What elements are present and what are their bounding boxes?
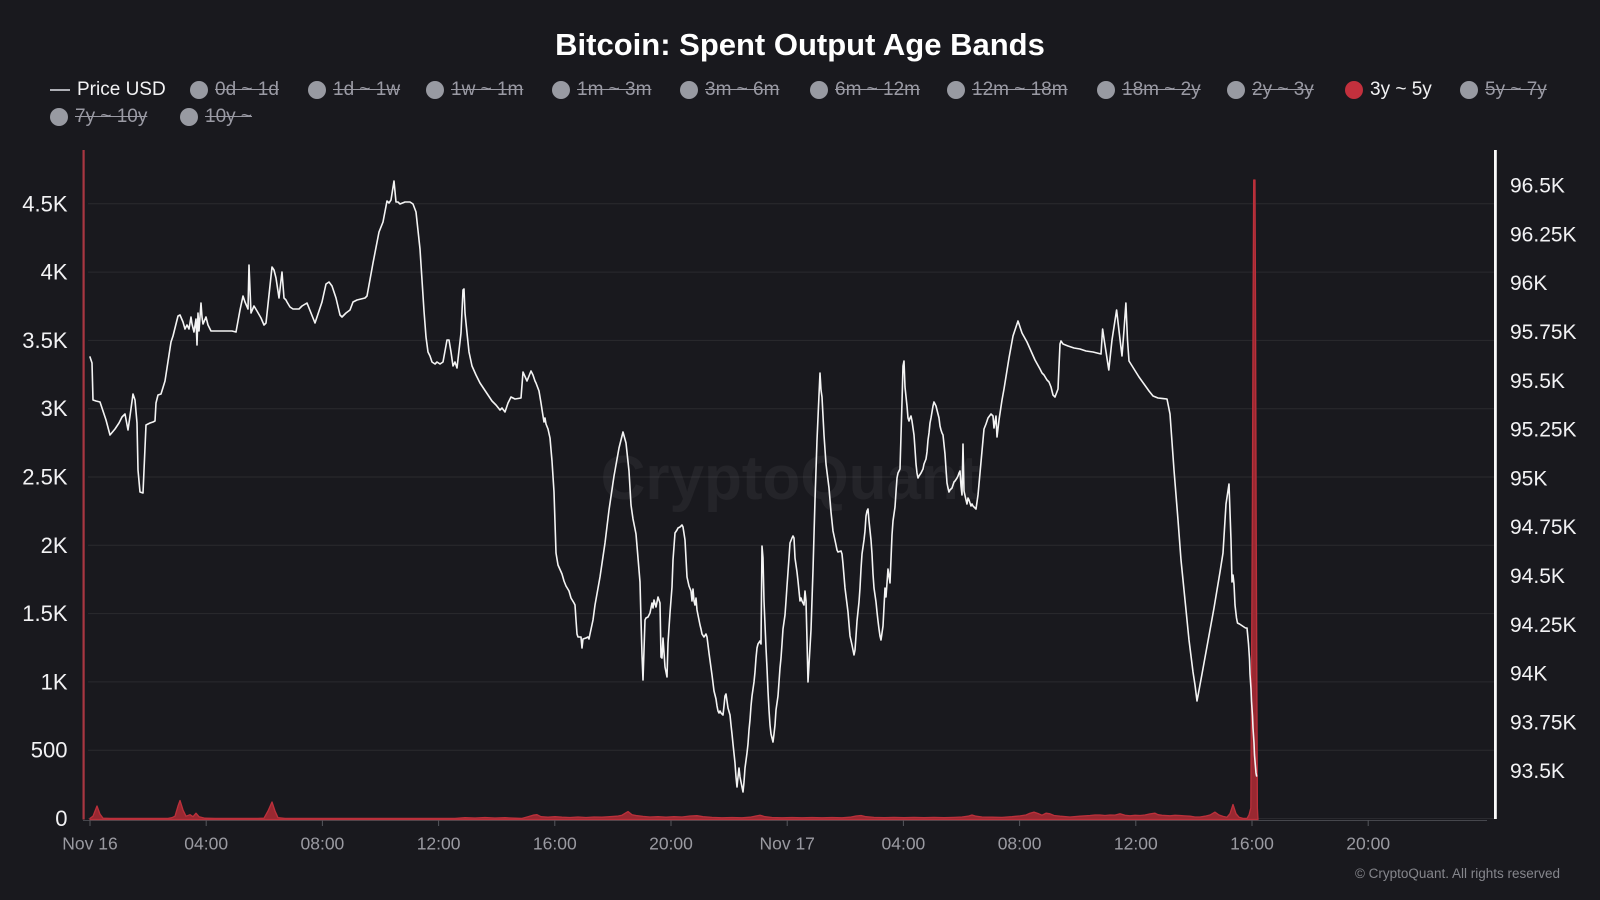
svg-text:16:00: 16:00 <box>1230 834 1274 854</box>
svg-text:04:00: 04:00 <box>882 834 926 854</box>
svg-text:16:00: 16:00 <box>533 834 577 854</box>
svg-text:95.75K: 95.75K <box>1510 321 1577 344</box>
svg-text:94.5K: 94.5K <box>1510 565 1565 588</box>
svg-text:Nov 16: Nov 16 <box>62 834 117 854</box>
svg-text:95.25K: 95.25K <box>1510 419 1577 442</box>
svg-text:20:00: 20:00 <box>1346 834 1390 854</box>
svg-text:95.5K: 95.5K <box>1510 370 1565 393</box>
svg-text:4K: 4K <box>41 260 68 285</box>
svg-text:3.5K: 3.5K <box>22 328 68 353</box>
svg-text:Nov 17: Nov 17 <box>759 834 814 854</box>
svg-text:96.5K: 96.5K <box>1510 175 1565 198</box>
svg-text:08:00: 08:00 <box>301 834 345 854</box>
svg-text:3K: 3K <box>41 396 68 421</box>
svg-text:95K: 95K <box>1510 467 1547 490</box>
svg-text:20:00: 20:00 <box>649 834 693 854</box>
svg-text:04:00: 04:00 <box>184 834 228 854</box>
svg-text:1.5K: 1.5K <box>22 601 68 626</box>
svg-text:2K: 2K <box>41 533 68 558</box>
svg-text:12:00: 12:00 <box>1114 834 1158 854</box>
svg-text:12:00: 12:00 <box>417 834 461 854</box>
svg-text:500: 500 <box>31 738 68 763</box>
svg-text:94.75K: 94.75K <box>1510 516 1577 539</box>
svg-text:94.25K: 94.25K <box>1510 614 1577 637</box>
svg-text:96.25K: 96.25K <box>1510 223 1577 246</box>
svg-text:CryptoQuant: CryptoQuant <box>601 444 980 513</box>
svg-text:08:00: 08:00 <box>998 834 1042 854</box>
svg-text:4.5K: 4.5K <box>22 191 68 216</box>
svg-text:1K: 1K <box>41 669 68 694</box>
svg-text:96K: 96K <box>1510 272 1547 295</box>
svg-text:94K: 94K <box>1510 663 1547 686</box>
svg-text:0: 0 <box>55 806 67 831</box>
svg-text:93.5K: 93.5K <box>1510 760 1565 783</box>
svg-text:© CryptoQuant. All rights rese: © CryptoQuant. All rights reserved <box>1355 866 1560 881</box>
svg-text:2.5K: 2.5K <box>22 465 68 490</box>
svg-text:93.75K: 93.75K <box>1510 711 1577 734</box>
